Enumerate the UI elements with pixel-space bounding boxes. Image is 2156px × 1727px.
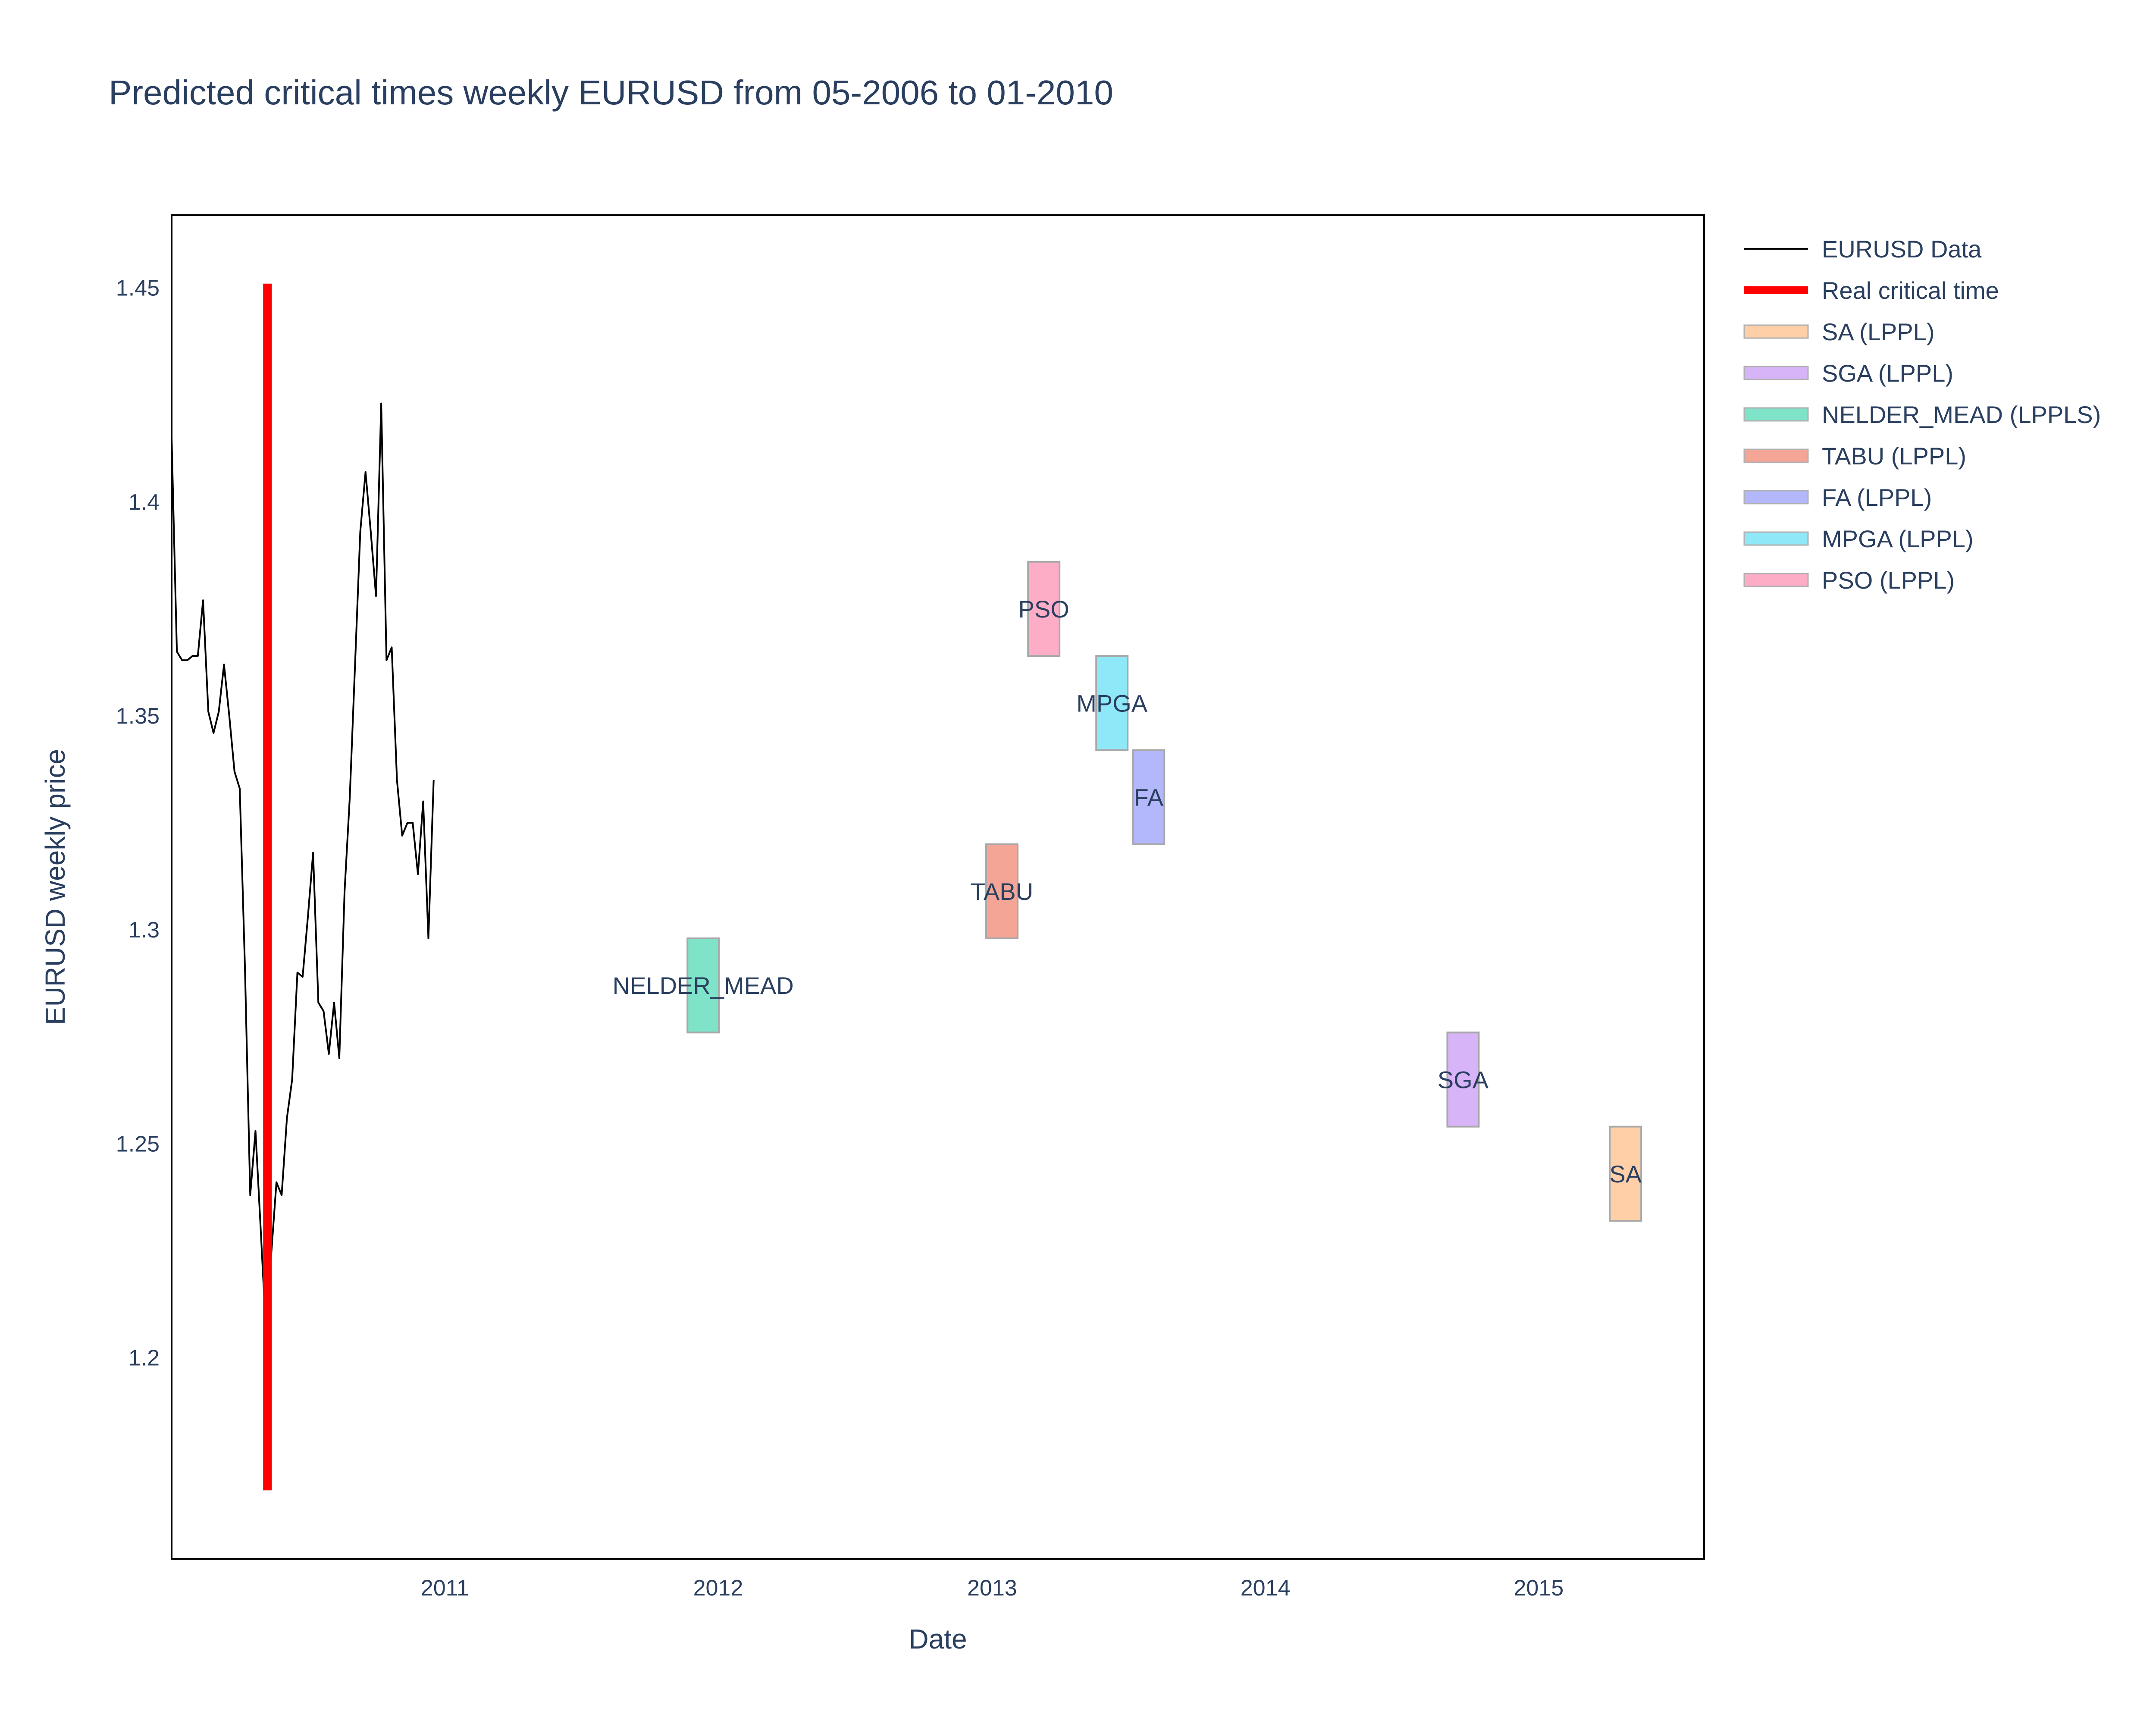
legend-item: MPGA (LPPL)	[1743, 525, 1974, 552]
series-layer	[171, 283, 435, 1491]
y-axis-ticks: 1.2 1.25 1.3 1.35 1.4 1.45	[116, 276, 160, 1371]
legend-swatch-box	[1743, 448, 1809, 463]
legend-swatch-box	[1743, 366, 1809, 380]
legend-swatch-box	[1743, 407, 1809, 422]
legend-label: MPGA (LPPL)	[1822, 525, 1974, 552]
x-tick-label: 2011	[421, 1576, 469, 1601]
prediction-label-sa: SA	[1609, 1160, 1642, 1188]
legend-swatch-box	[1743, 490, 1809, 505]
x-tick-label: 2014	[1241, 1576, 1291, 1601]
y-tick-label: 1.35	[116, 704, 160, 729]
legend-label: FA (LPPL)	[1822, 484, 1932, 511]
prediction-box-nelder-mead	[686, 937, 720, 1034]
legend-label: EURUSD Data	[1822, 235, 1982, 263]
legend-label: SGA (LPPL)	[1822, 360, 1953, 387]
prediction-box-sa	[1609, 1125, 1642, 1222]
prediction-box-pso	[1027, 561, 1061, 657]
legend-item: FA (LPPL)	[1743, 484, 1932, 511]
legend-label: NELDER_MEAD (LPPLS)	[1822, 401, 2101, 428]
y-axis-title: EURUSD weekly price	[40, 749, 71, 1025]
legend-swatch-box	[1743, 324, 1809, 339]
legend-item: Real critical time	[1744, 277, 1999, 304]
y-tick-label: 1.25	[116, 1131, 160, 1157]
legend-label: PSO (LPPL)	[1822, 567, 1955, 594]
x-axis-title: Date	[909, 1624, 967, 1655]
y-tick-label: 1.2	[128, 1346, 160, 1371]
prediction-label-fa: FA	[1134, 784, 1164, 811]
prediction-boxes: SA SGA NELDER_MEAD TABU FA MPGA PSO	[613, 561, 1642, 1222]
y-tick-label: 1.3	[128, 918, 160, 943]
legend-item: SGA (LPPL)	[1743, 360, 1953, 387]
plot-area	[172, 215, 1704, 1559]
prediction-box-fa	[1132, 749, 1166, 845]
legend-label: Real critical time	[1822, 277, 1999, 304]
legend-swatch-box	[1743, 573, 1809, 587]
x-tick-label: 2013	[967, 1576, 1017, 1601]
y-tick-label: 1.4	[128, 490, 160, 515]
legend-item: EURUSD Data	[1744, 235, 1982, 263]
legend-item: TABU (LPPL)	[1743, 442, 1966, 470]
legend-label: SA (LPPL)	[1822, 318, 1934, 345]
prediction-label-sga: SGA	[1438, 1066, 1489, 1094]
chart-title: Predicted critical times weekly EURUSD f…	[109, 73, 1113, 112]
prediction-box-sga	[1446, 1031, 1480, 1128]
x-axis-ticks: 2011 2012 2013 2014 2015	[421, 1576, 1564, 1601]
prediction-box-tabu	[985, 843, 1018, 940]
legend: EURUSD Data Real critical time SA (LPPL) SG…	[1743, 235, 2101, 594]
legend-item: PSO (LPPL)	[1743, 567, 1955, 594]
plot-frame	[171, 214, 1705, 1560]
prediction-label-nelder-mead: NELDER_MEAD	[613, 972, 794, 999]
prediction-label-pso: PSO	[1018, 596, 1069, 623]
legend-label: TABU (LPPL)	[1822, 442, 1966, 470]
y-tick-label: 1.45	[116, 276, 160, 301]
prediction-box-mpga	[1095, 655, 1129, 751]
legend-item: SA (LPPL)	[1743, 318, 1934, 345]
x-tick-label: 2015	[1514, 1576, 1564, 1601]
prediction-label-mpga: MPGA	[1076, 690, 1148, 717]
legend-item: NELDER_MEAD (LPPLS)	[1743, 401, 2101, 428]
legend-swatch-box	[1743, 531, 1809, 546]
x-tick-label: 2012	[693, 1576, 743, 1601]
eurusd-data-line	[171, 402, 435, 1333]
prediction-label-tabu: TABU	[971, 878, 1033, 905]
